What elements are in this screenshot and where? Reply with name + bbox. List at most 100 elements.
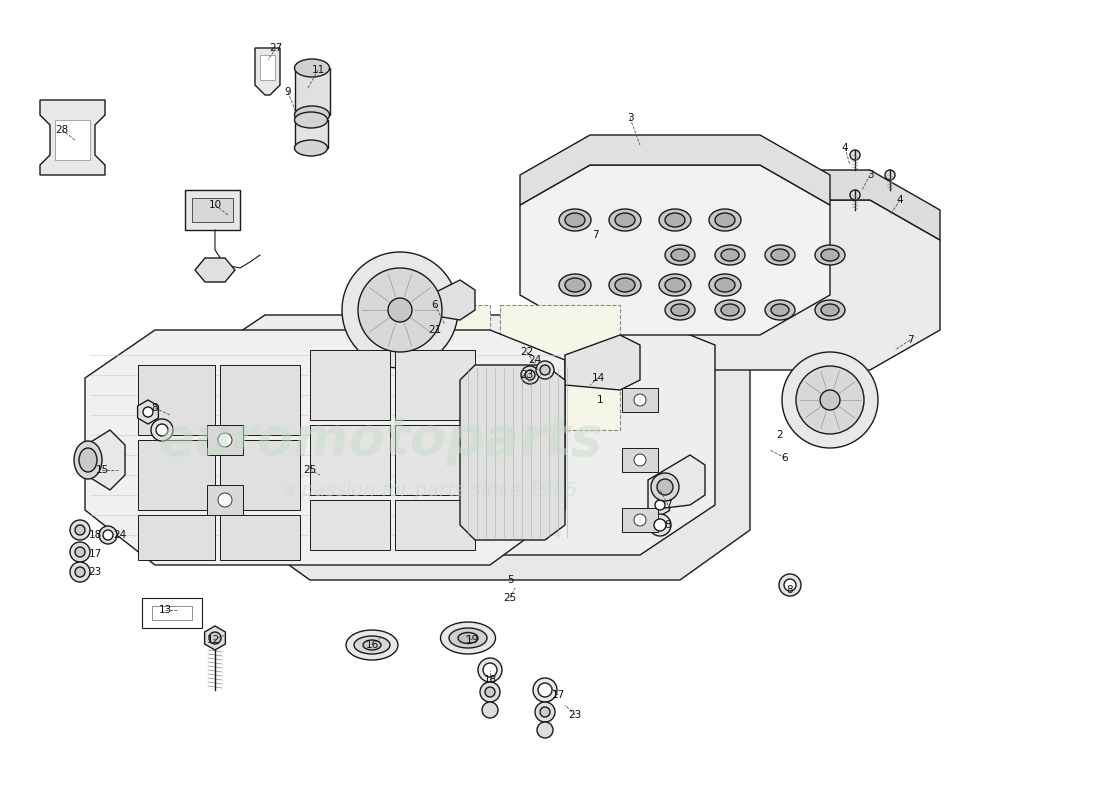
Circle shape: [70, 562, 90, 582]
Circle shape: [654, 519, 666, 531]
Polygon shape: [138, 400, 158, 424]
Ellipse shape: [666, 213, 685, 227]
Text: 27: 27: [270, 43, 283, 53]
Polygon shape: [310, 425, 390, 495]
Text: 17: 17: [551, 690, 564, 700]
Ellipse shape: [666, 245, 695, 265]
Text: 18: 18: [88, 530, 101, 540]
Text: 8: 8: [786, 585, 793, 595]
Text: 24: 24: [113, 530, 127, 540]
Ellipse shape: [346, 630, 398, 660]
Ellipse shape: [720, 304, 739, 316]
Text: 12: 12: [207, 635, 220, 645]
Circle shape: [540, 707, 550, 717]
Circle shape: [75, 525, 85, 535]
Polygon shape: [520, 135, 830, 205]
Text: 16: 16: [365, 640, 378, 650]
Ellipse shape: [363, 640, 381, 650]
Polygon shape: [55, 120, 90, 160]
Circle shape: [70, 520, 90, 540]
Text: 18: 18: [483, 675, 496, 685]
Text: 13: 13: [158, 605, 172, 615]
Polygon shape: [138, 440, 214, 510]
Circle shape: [525, 370, 535, 380]
Circle shape: [218, 493, 232, 507]
Text: 22: 22: [520, 347, 534, 357]
Circle shape: [654, 500, 666, 510]
Circle shape: [151, 419, 173, 441]
Circle shape: [209, 632, 221, 644]
Circle shape: [388, 298, 412, 322]
Ellipse shape: [354, 636, 390, 654]
Polygon shape: [207, 485, 243, 515]
Circle shape: [342, 252, 458, 368]
Text: 4: 4: [896, 195, 903, 205]
Polygon shape: [565, 335, 640, 390]
Polygon shape: [310, 350, 390, 420]
Ellipse shape: [815, 245, 845, 265]
Ellipse shape: [715, 278, 735, 292]
Ellipse shape: [671, 304, 689, 316]
Ellipse shape: [764, 300, 795, 320]
Text: 23: 23: [88, 567, 101, 577]
Circle shape: [782, 352, 878, 448]
Circle shape: [850, 150, 860, 160]
Polygon shape: [310, 500, 390, 550]
Circle shape: [480, 682, 501, 702]
Ellipse shape: [559, 274, 591, 296]
Polygon shape: [430, 280, 475, 320]
Text: 7: 7: [664, 500, 671, 510]
Text: 1: 1: [596, 395, 603, 405]
Ellipse shape: [458, 633, 478, 643]
Text: 3: 3: [627, 113, 634, 123]
Polygon shape: [85, 330, 565, 565]
Ellipse shape: [764, 245, 795, 265]
Text: 19: 19: [465, 635, 478, 645]
Ellipse shape: [821, 304, 839, 316]
Text: 7: 7: [592, 230, 598, 240]
Circle shape: [478, 658, 502, 682]
Circle shape: [886, 170, 895, 180]
Ellipse shape: [771, 249, 789, 261]
Text: euromotoparts: euromotoparts: [158, 414, 602, 466]
Polygon shape: [138, 515, 214, 560]
Ellipse shape: [440, 622, 495, 654]
Ellipse shape: [295, 106, 330, 124]
Circle shape: [143, 407, 153, 417]
Circle shape: [482, 702, 498, 718]
Ellipse shape: [710, 274, 741, 296]
Ellipse shape: [295, 112, 328, 128]
Polygon shape: [295, 120, 328, 148]
Ellipse shape: [565, 213, 585, 227]
Polygon shape: [621, 508, 658, 532]
Polygon shape: [78, 430, 125, 490]
Ellipse shape: [715, 213, 735, 227]
Text: 9: 9: [285, 87, 292, 97]
Polygon shape: [650, 494, 670, 516]
Ellipse shape: [715, 245, 745, 265]
Ellipse shape: [715, 300, 745, 320]
Text: 7: 7: [906, 335, 913, 345]
Text: 28: 28: [55, 125, 68, 135]
Text: 21: 21: [428, 325, 441, 335]
Ellipse shape: [671, 249, 689, 261]
Ellipse shape: [449, 628, 487, 648]
Ellipse shape: [609, 209, 641, 231]
Circle shape: [540, 365, 550, 375]
Polygon shape: [40, 100, 104, 175]
Circle shape: [796, 366, 864, 434]
Circle shape: [820, 390, 840, 410]
Ellipse shape: [666, 278, 685, 292]
Circle shape: [536, 361, 554, 379]
Polygon shape: [500, 305, 620, 430]
Polygon shape: [185, 190, 240, 230]
Polygon shape: [205, 626, 225, 650]
Text: 6: 6: [782, 453, 789, 463]
Text: 8: 8: [664, 520, 671, 530]
Circle shape: [103, 530, 113, 540]
Ellipse shape: [710, 209, 741, 231]
Circle shape: [99, 526, 117, 544]
Circle shape: [70, 542, 90, 562]
Circle shape: [156, 424, 168, 436]
Ellipse shape: [720, 249, 739, 261]
